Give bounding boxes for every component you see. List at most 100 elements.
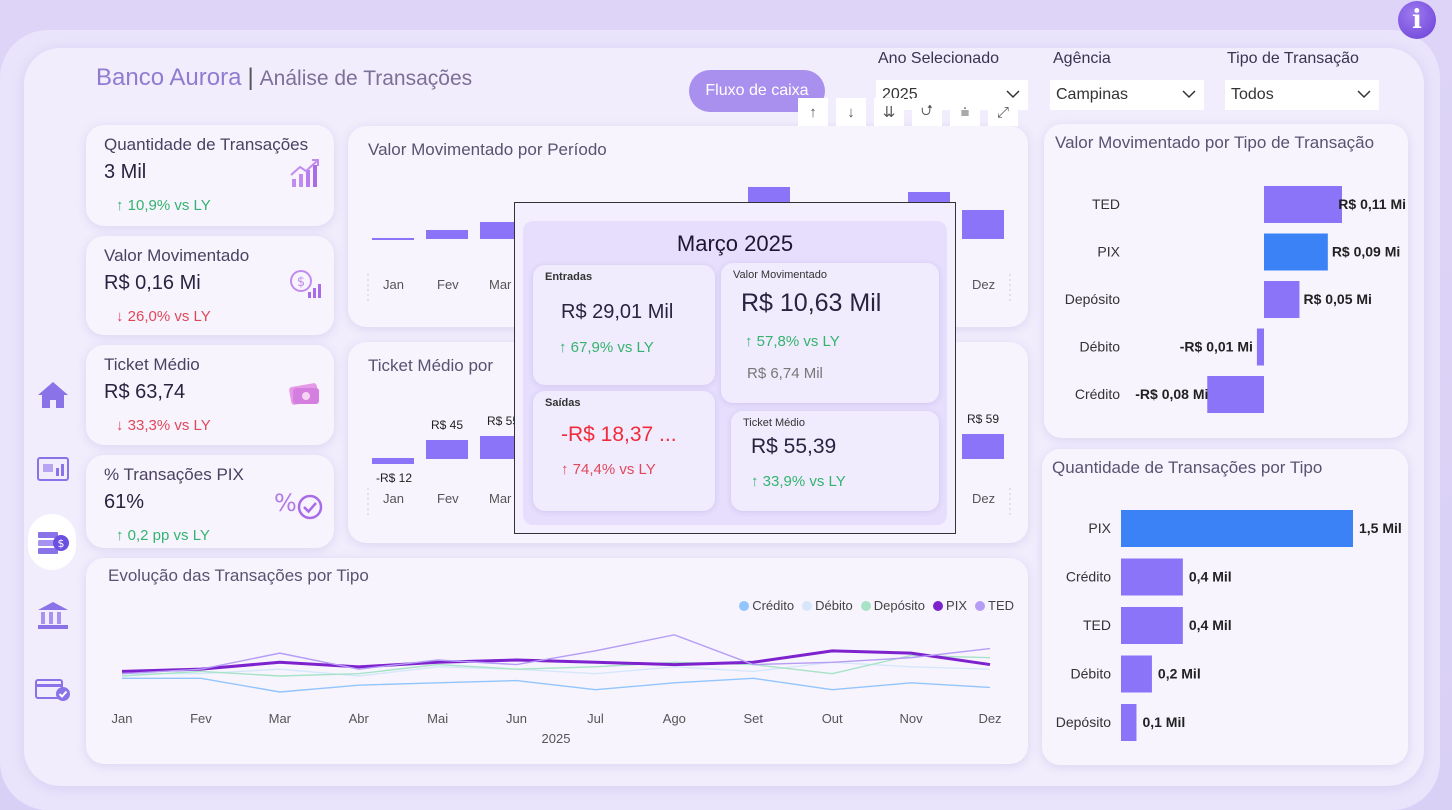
tooltip-card-valor: Valor Movimentado R$ 10,63 Mil ↑ 57,8% v…	[721, 263, 939, 403]
waterfall-chart	[367, 187, 1011, 302]
info-icon[interactable]: i	[1398, 1, 1436, 39]
kpi-delta: ↓ 33,3% vs LY	[116, 417, 211, 434]
tooltip-card-delta: ↑ 57,8% vs LY	[745, 333, 840, 350]
bar-mar[interactable]	[480, 436, 520, 459]
legend-label: PIX	[946, 598, 967, 613]
x-tick: Nov	[900, 711, 924, 726]
evolution-line-chart: Jan Fev Mar Abr Mai Jun Jul Ago Set Out Nov Dez 2025	[112, 634, 1002, 746]
svg-text:%: %	[274, 489, 297, 517]
x-tick: Dez	[972, 277, 996, 292]
money-icon[interactable]: $	[34, 524, 72, 558]
value-by-type-chart: TED R$ 0,11 Mi PIX R$ 0,09 Mi Depósito R$ 0,0…	[1065, 186, 1406, 413]
category-label: Depósito	[1065, 291, 1120, 307]
series-line-débito[interactable]	[122, 661, 991, 677]
bar-ted[interactable]	[1264, 186, 1342, 223]
chart-title: Valor Movimentado por Tipo de Transação	[1055, 133, 1375, 152]
data-label: -R$ 0,08 Mi	[1135, 386, 1208, 402]
home-icon[interactable]	[34, 378, 72, 412]
chart-legend: Crédito Débito Depósito PIX TED	[739, 598, 1014, 613]
x-tick: Jan	[383, 491, 404, 506]
category-label: TED	[1083, 617, 1111, 633]
bar-pix[interactable]	[1121, 510, 1353, 547]
x-tick: Jul	[587, 711, 604, 726]
bar-dez[interactable]	[962, 434, 1004, 459]
bar-jan[interactable]	[372, 238, 414, 240]
tooltip-card-entradas: Entradas R$ 29,01 Mil ↑ 67,9% vs LY	[533, 265, 715, 385]
series-line-pix[interactable]	[121, 649, 991, 673]
data-label: 0,1 Mil	[1142, 714, 1185, 730]
expand-all-icon[interactable]: ⇊	[874, 98, 904, 126]
tooltip-card-ticket: Ticket Médio R$ 55,39 ↑ 33,9% vs LY	[731, 411, 939, 511]
bar-depósito[interactable]	[1121, 704, 1137, 741]
expand-hierarchy-icon[interactable]: ⮍	[912, 98, 942, 126]
bar-pix[interactable]	[1264, 233, 1328, 271]
legend-dot	[860, 601, 871, 611]
tooltip-card-value: -R$ 18,37 ...	[561, 423, 677, 446]
bar-jan[interactable]	[372, 458, 414, 464]
kpi-value: R$ 0,16 Mi	[104, 272, 201, 294]
bar-crédito[interactable]	[1207, 376, 1264, 413]
dollar-chart-icon: $	[290, 270, 321, 298]
chart-title: Evolução das Transações por Tipo	[108, 566, 369, 585]
x-tick: Fev	[437, 491, 459, 506]
brand-name: Banco Aurora	[96, 64, 242, 91]
agency-filter-label: Agência	[1053, 50, 1111, 67]
x-tick: Mar	[489, 277, 512, 292]
bar-hidden-1[interactable]	[748, 187, 790, 203]
data-label: 0,4 Mil	[1189, 617, 1232, 633]
chevron-down-icon	[1182, 90, 1196, 99]
x-tick: Jan	[383, 277, 404, 292]
legend-item[interactable]: PIX	[933, 598, 967, 613]
x-tick: Fev	[437, 277, 459, 292]
data-label: R$ 0,09 Mi	[1332, 244, 1400, 260]
category-label: Débito	[1071, 666, 1112, 682]
kpi-card-ticket: Ticket Médio R$ 63,74 ↓ 33,3% vs LY	[86, 345, 334, 445]
bar-ted[interactable]	[1121, 607, 1183, 644]
bar-débito[interactable]	[1121, 655, 1152, 693]
legend-item[interactable]: Débito	[802, 598, 853, 613]
legend-item[interactable]: Crédito	[739, 598, 794, 613]
drill-up-icon[interactable]: ↑	[798, 98, 828, 126]
bar-mar[interactable]	[480, 222, 520, 239]
category-label: PIX	[1088, 520, 1111, 536]
series-line-ted[interactable]	[121, 634, 991, 675]
data-label: -R$ 0,01 Mi	[1180, 339, 1253, 355]
series-line-crédito[interactable]	[122, 677, 991, 693]
drill-down-icon[interactable]: ↓	[836, 98, 866, 126]
visual-toolbar: ↑ ↓ ⇊ ⮍ ⩧ ⤢	[798, 98, 1026, 126]
data-label: R$ 59	[967, 412, 1000, 426]
legend-label: Débito	[815, 598, 853, 613]
bar-dez[interactable]	[962, 210, 1004, 239]
type-select[interactable]: Todos	[1225, 80, 1379, 110]
kpi-title: % Transações PIX	[104, 465, 244, 484]
bar-fev[interactable]	[426, 230, 468, 239]
bar-crédito[interactable]	[1121, 558, 1183, 596]
bar-fev[interactable]	[426, 440, 468, 459]
agency-select[interactable]: Campinas	[1050, 80, 1204, 110]
focus-mode-icon[interactable]: ⤢	[988, 98, 1018, 126]
x-tick: Jan	[112, 711, 133, 726]
bank-icon[interactable]	[34, 598, 72, 632]
chart-card-evolution: Evolução das Transações por Tipo Crédito…	[86, 558, 1028, 764]
data-label: -R$ 12	[376, 471, 413, 485]
card-check-icon[interactable]	[34, 672, 72, 706]
x-tick: Mai	[427, 711, 448, 726]
x-tick: Dez	[978, 711, 1001, 726]
category-label: PIX	[1097, 244, 1120, 260]
kpi-value: 3 Mil	[104, 161, 147, 183]
x-tick: Abr	[349, 711, 370, 726]
x-tick: Mar	[269, 711, 292, 726]
agency-select-value: Campinas	[1056, 86, 1129, 103]
report-icon[interactable]	[34, 452, 72, 486]
legend-dot	[933, 601, 944, 611]
tooltip-panel: Março 2025 Entradas R$ 29,01 Mil ↑ 67,9%…	[514, 202, 956, 534]
data-label: R$ 0,11 Mi	[1338, 196, 1406, 212]
legend-item[interactable]: Depósito	[860, 598, 925, 613]
filter-icon[interactable]: ⩧	[950, 98, 980, 126]
series-line-depósito[interactable]	[121, 654, 991, 677]
data-label: R$ 0,05 Mi	[1303, 291, 1371, 307]
kpi-card-value: Valor Movimentado R$ 0,16 Mi ↓ 26,0% vs …	[86, 236, 334, 335]
bar-débito[interactable]	[1256, 328, 1264, 366]
bar-depósito[interactable]	[1264, 281, 1300, 318]
legend-item[interactable]: TED	[975, 598, 1014, 613]
